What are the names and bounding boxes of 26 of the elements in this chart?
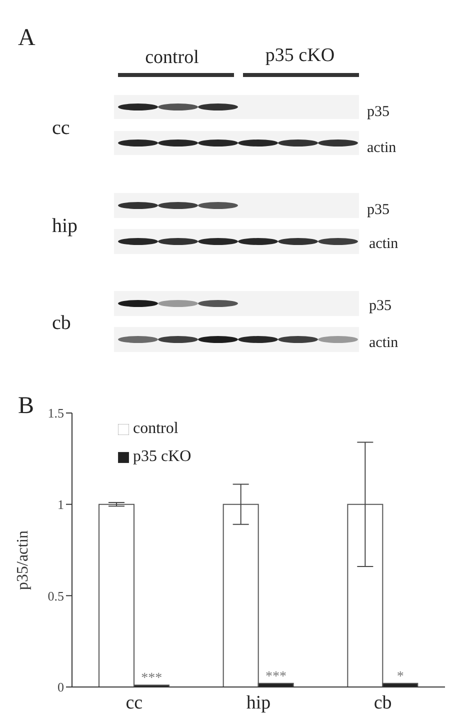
text: cb	[52, 312, 71, 334]
text: p35	[369, 298, 392, 314]
y-tick-label: 0	[58, 680, 64, 695]
text: actin	[369, 236, 399, 252]
y-tick-label: 1.5	[48, 406, 64, 421]
text: hip	[52, 215, 78, 237]
x-tick-label: cc	[126, 692, 143, 714]
text: p35	[367, 104, 390, 120]
x-tick-label: cb	[374, 692, 392, 714]
legend-label: control	[133, 420, 178, 437]
x-tick-label: hip	[246, 692, 271, 714]
text: actin	[367, 140, 397, 156]
legend-label: p35 cKO	[133, 448, 192, 465]
text: cc	[52, 117, 70, 139]
text: A	[18, 25, 36, 51]
y-axis-title: p35/actin	[14, 530, 32, 590]
text: p35 cKO	[265, 45, 335, 66]
annotation: ***	[141, 671, 162, 686]
annotation: ***	[266, 669, 286, 684]
y-tick-label: 0.5	[48, 588, 64, 604]
chart-title: B	[18, 393, 34, 420]
text: p35	[367, 202, 390, 218]
text: actin	[369, 335, 399, 351]
y-tick-label: 1	[58, 496, 64, 512]
annotation: *	[396, 669, 404, 684]
text: control	[145, 47, 199, 68]
